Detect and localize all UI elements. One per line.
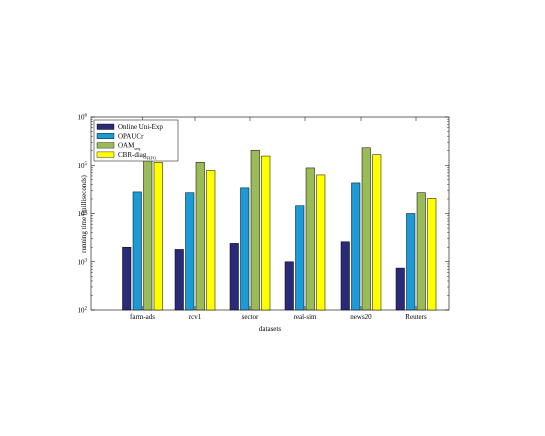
bar xyxy=(185,192,195,311)
bar xyxy=(395,267,405,311)
bar xyxy=(361,147,371,311)
y-tick-label: 104 xyxy=(78,210,88,218)
bar xyxy=(261,155,271,311)
x-tick-label: news20 xyxy=(350,313,372,321)
x-axis-ticks: farm-ads rcv1 sector real-sim news20 Reuters xyxy=(130,117,427,321)
bar xyxy=(340,241,350,311)
bar xyxy=(132,191,142,311)
x-tick-label: Reuters xyxy=(405,313,427,321)
bar xyxy=(316,174,326,311)
bar xyxy=(195,162,205,311)
bar xyxy=(122,246,132,311)
bar xyxy=(143,156,153,311)
bar xyxy=(240,187,250,311)
y-axis-ticks: 102 103 104 105 106 xyxy=(78,114,449,315)
bar xyxy=(174,249,184,311)
x-tick-label: real-sim xyxy=(294,313,317,321)
bar xyxy=(284,261,294,311)
y-tick-label: 103 xyxy=(78,258,88,266)
legend-swatch xyxy=(96,151,115,158)
bar xyxy=(351,182,361,311)
x-axis-label: datasets xyxy=(259,325,281,333)
legend-label: OAMseq xyxy=(118,142,141,152)
bar xyxy=(427,198,437,311)
legend-swatch xyxy=(96,123,115,130)
x-tick-label: farm-ads xyxy=(130,313,155,321)
legend-label: CBR-diagFIFO xyxy=(118,151,157,161)
bar xyxy=(153,162,163,311)
y-tick-label: 105 xyxy=(78,162,88,170)
bar xyxy=(206,170,216,311)
bar xyxy=(250,149,260,311)
legend-label: Online Uni-Exp xyxy=(118,123,163,131)
y-tick-label: 102 xyxy=(78,307,88,315)
bar xyxy=(295,205,305,311)
bars xyxy=(122,147,437,311)
y-axis-label: running time (milliseconds) xyxy=(80,174,88,252)
bar xyxy=(305,167,315,311)
bar xyxy=(406,213,416,311)
legend-swatch xyxy=(96,133,115,140)
bar xyxy=(416,192,426,311)
bar xyxy=(372,154,382,311)
bar xyxy=(229,243,239,311)
legend-label: OPAUCr xyxy=(118,132,144,140)
legend-swatch xyxy=(96,142,115,149)
y-tick-label: 106 xyxy=(78,114,88,122)
x-tick-label: sector xyxy=(242,313,259,321)
x-tick-label: rcv1 xyxy=(189,313,202,321)
